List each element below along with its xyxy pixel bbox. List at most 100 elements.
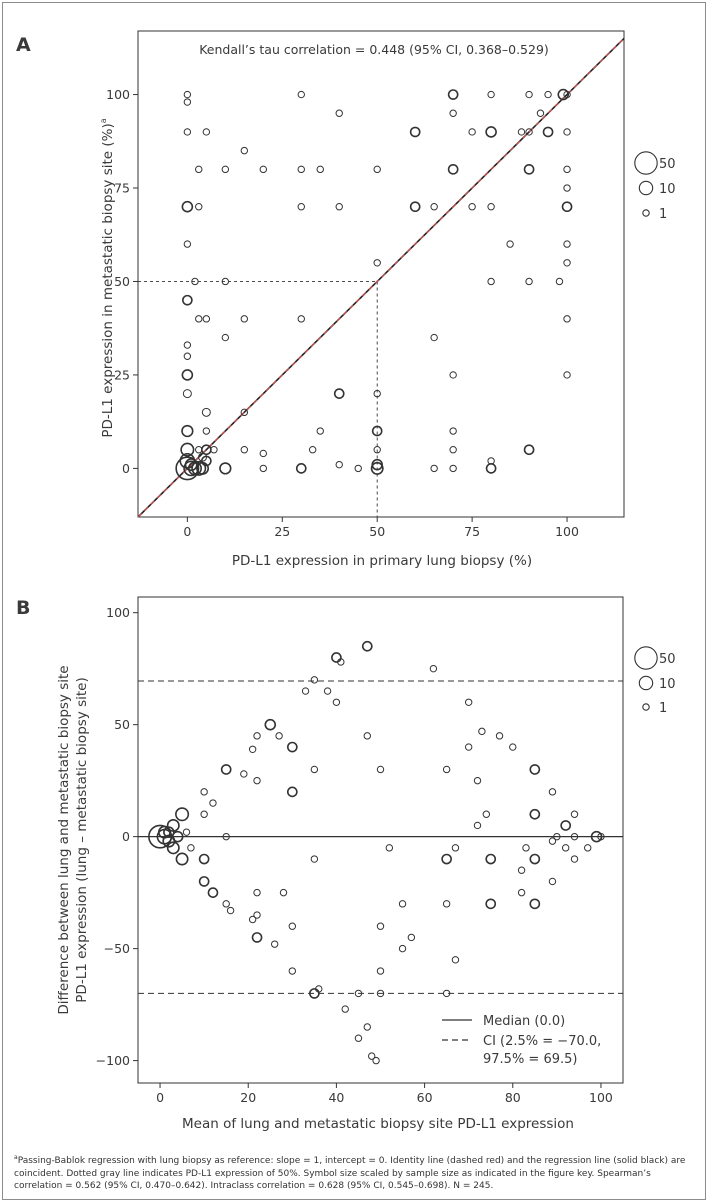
panel-b-y-tick-label: −100 <box>96 1053 130 1068</box>
panel-b-point <box>354 1034 363 1042</box>
panel-b-point <box>222 900 230 908</box>
panel-a-size-legend-label: 50 <box>659 157 676 172</box>
panel-a-point <box>523 163 535 175</box>
panel-a-point <box>240 315 249 323</box>
panel-a-point <box>487 90 495 99</box>
panel-b-point <box>171 830 184 843</box>
panel-a-point <box>181 200 194 213</box>
panel-b-point <box>485 853 497 865</box>
panel-a-point <box>259 165 267 174</box>
panel-a-point <box>487 457 495 465</box>
panel-a-point <box>221 165 230 174</box>
panel-a-point <box>563 315 571 323</box>
panel-a-point <box>240 408 249 417</box>
panel-a-point <box>240 446 249 454</box>
panel-a-point <box>563 165 571 174</box>
panel-b-point <box>590 830 603 843</box>
panel-a-point <box>449 109 457 117</box>
panel-b-size-legend-label: 10 <box>659 677 676 692</box>
panel-b-size-legend-symbol <box>634 646 658 670</box>
panel-a-point <box>544 90 552 99</box>
panel-b-point <box>464 743 473 751</box>
panel-b-point <box>451 956 460 964</box>
panel-b-x-tick-label: 100 <box>589 1090 613 1105</box>
panel-a-point <box>447 89 459 100</box>
panel-b-point <box>323 687 332 695</box>
panel-a-point <box>449 371 457 379</box>
panel-b-y-tick-label: −50 <box>104 941 130 956</box>
panel-a-size-legend-label: 1 <box>659 207 667 222</box>
panel-b-point <box>385 844 394 852</box>
panel-a-point <box>517 128 526 136</box>
panel-a-point <box>561 201 573 213</box>
panel-a-size-legend-symbol <box>634 151 658 175</box>
panel-b-label: B <box>16 597 30 619</box>
panel-b-point <box>175 807 190 822</box>
panel-a-point <box>555 277 564 286</box>
panel-b-point <box>187 844 195 852</box>
panel-b-point <box>517 866 526 874</box>
panel-b-y-tick-label: 100 <box>106 605 130 620</box>
panel-b-point <box>509 743 517 751</box>
panel-b-point <box>464 698 473 706</box>
panel-a-point <box>525 277 533 286</box>
panel-a-y-tick-label: 75 <box>114 181 130 196</box>
panel-a-point <box>373 389 381 398</box>
panel-a: A Kendall’s tau correlation = 0.448 (95%… <box>16 30 676 569</box>
panel-a-point <box>335 460 343 469</box>
panel-a-point <box>542 126 554 138</box>
panel-b-point <box>560 820 572 831</box>
footnote-marker: a <box>14 1154 18 1161</box>
panel-b-point <box>363 732 371 740</box>
panel-b-size-legend-label: 1 <box>659 701 667 716</box>
panel-a-point <box>195 446 203 454</box>
panel-b-point <box>248 745 257 753</box>
panel-a-label: A <box>16 34 31 56</box>
panel-a-point <box>506 240 514 248</box>
panel-b-point <box>376 765 385 774</box>
panel-b-point <box>561 844 570 852</box>
panel-a-point <box>487 203 495 211</box>
panel-a-point <box>563 128 571 136</box>
panel-a-point <box>183 240 192 248</box>
panel-b-point <box>442 900 451 908</box>
panel-a-size-legend-symbol <box>638 180 654 196</box>
panel-a-point <box>259 449 267 458</box>
panel-b-point <box>163 826 175 838</box>
panel-b-y-label-line2: PD-L1 expression (lung – metastatic biop… <box>74 677 90 1002</box>
panel-a-point <box>210 446 218 454</box>
panel-b-point <box>482 810 491 818</box>
panel-b-point <box>398 900 407 908</box>
panel-b-point <box>529 764 541 775</box>
panel-b-point <box>182 828 191 836</box>
panel-a-point <box>183 128 192 136</box>
panel-a-point <box>182 389 192 399</box>
panel-a-point <box>195 315 203 323</box>
panel-a-point <box>240 146 249 155</box>
panel-b-point <box>288 967 297 975</box>
panel-a-point <box>219 462 232 475</box>
panel-b-point <box>200 788 208 796</box>
panel-a-point <box>449 427 457 435</box>
panel-a-title: Kendall’s tau correlation = 0.448 (95% C… <box>199 42 549 57</box>
panel-a-point <box>195 203 203 211</box>
panel-b-point <box>315 985 323 993</box>
panel-b-point <box>407 933 416 942</box>
panel-b-point <box>495 732 504 740</box>
panel-a-point <box>487 277 495 286</box>
panel-b-point <box>376 967 385 975</box>
panel-a-point <box>563 259 571 267</box>
panel-a-point <box>195 165 203 174</box>
panel-b-point <box>442 989 451 998</box>
panel-b-line-legend: Median (0.0) CI (2.5% = −70.0, 97.5% = 6… <box>442 1014 601 1067</box>
panel-b-point <box>361 640 373 652</box>
panel-a-point <box>183 98 192 106</box>
panel-b-point <box>441 853 452 865</box>
panel-b-point <box>473 776 482 785</box>
panel-b-point <box>451 844 460 852</box>
panel-b-point <box>478 727 486 736</box>
panel-b-point <box>597 832 605 841</box>
legend-ci-label: CI (2.5% = −70.0, <box>483 1034 601 1049</box>
panel-a-point <box>536 109 545 117</box>
panel-b-point <box>207 887 219 898</box>
